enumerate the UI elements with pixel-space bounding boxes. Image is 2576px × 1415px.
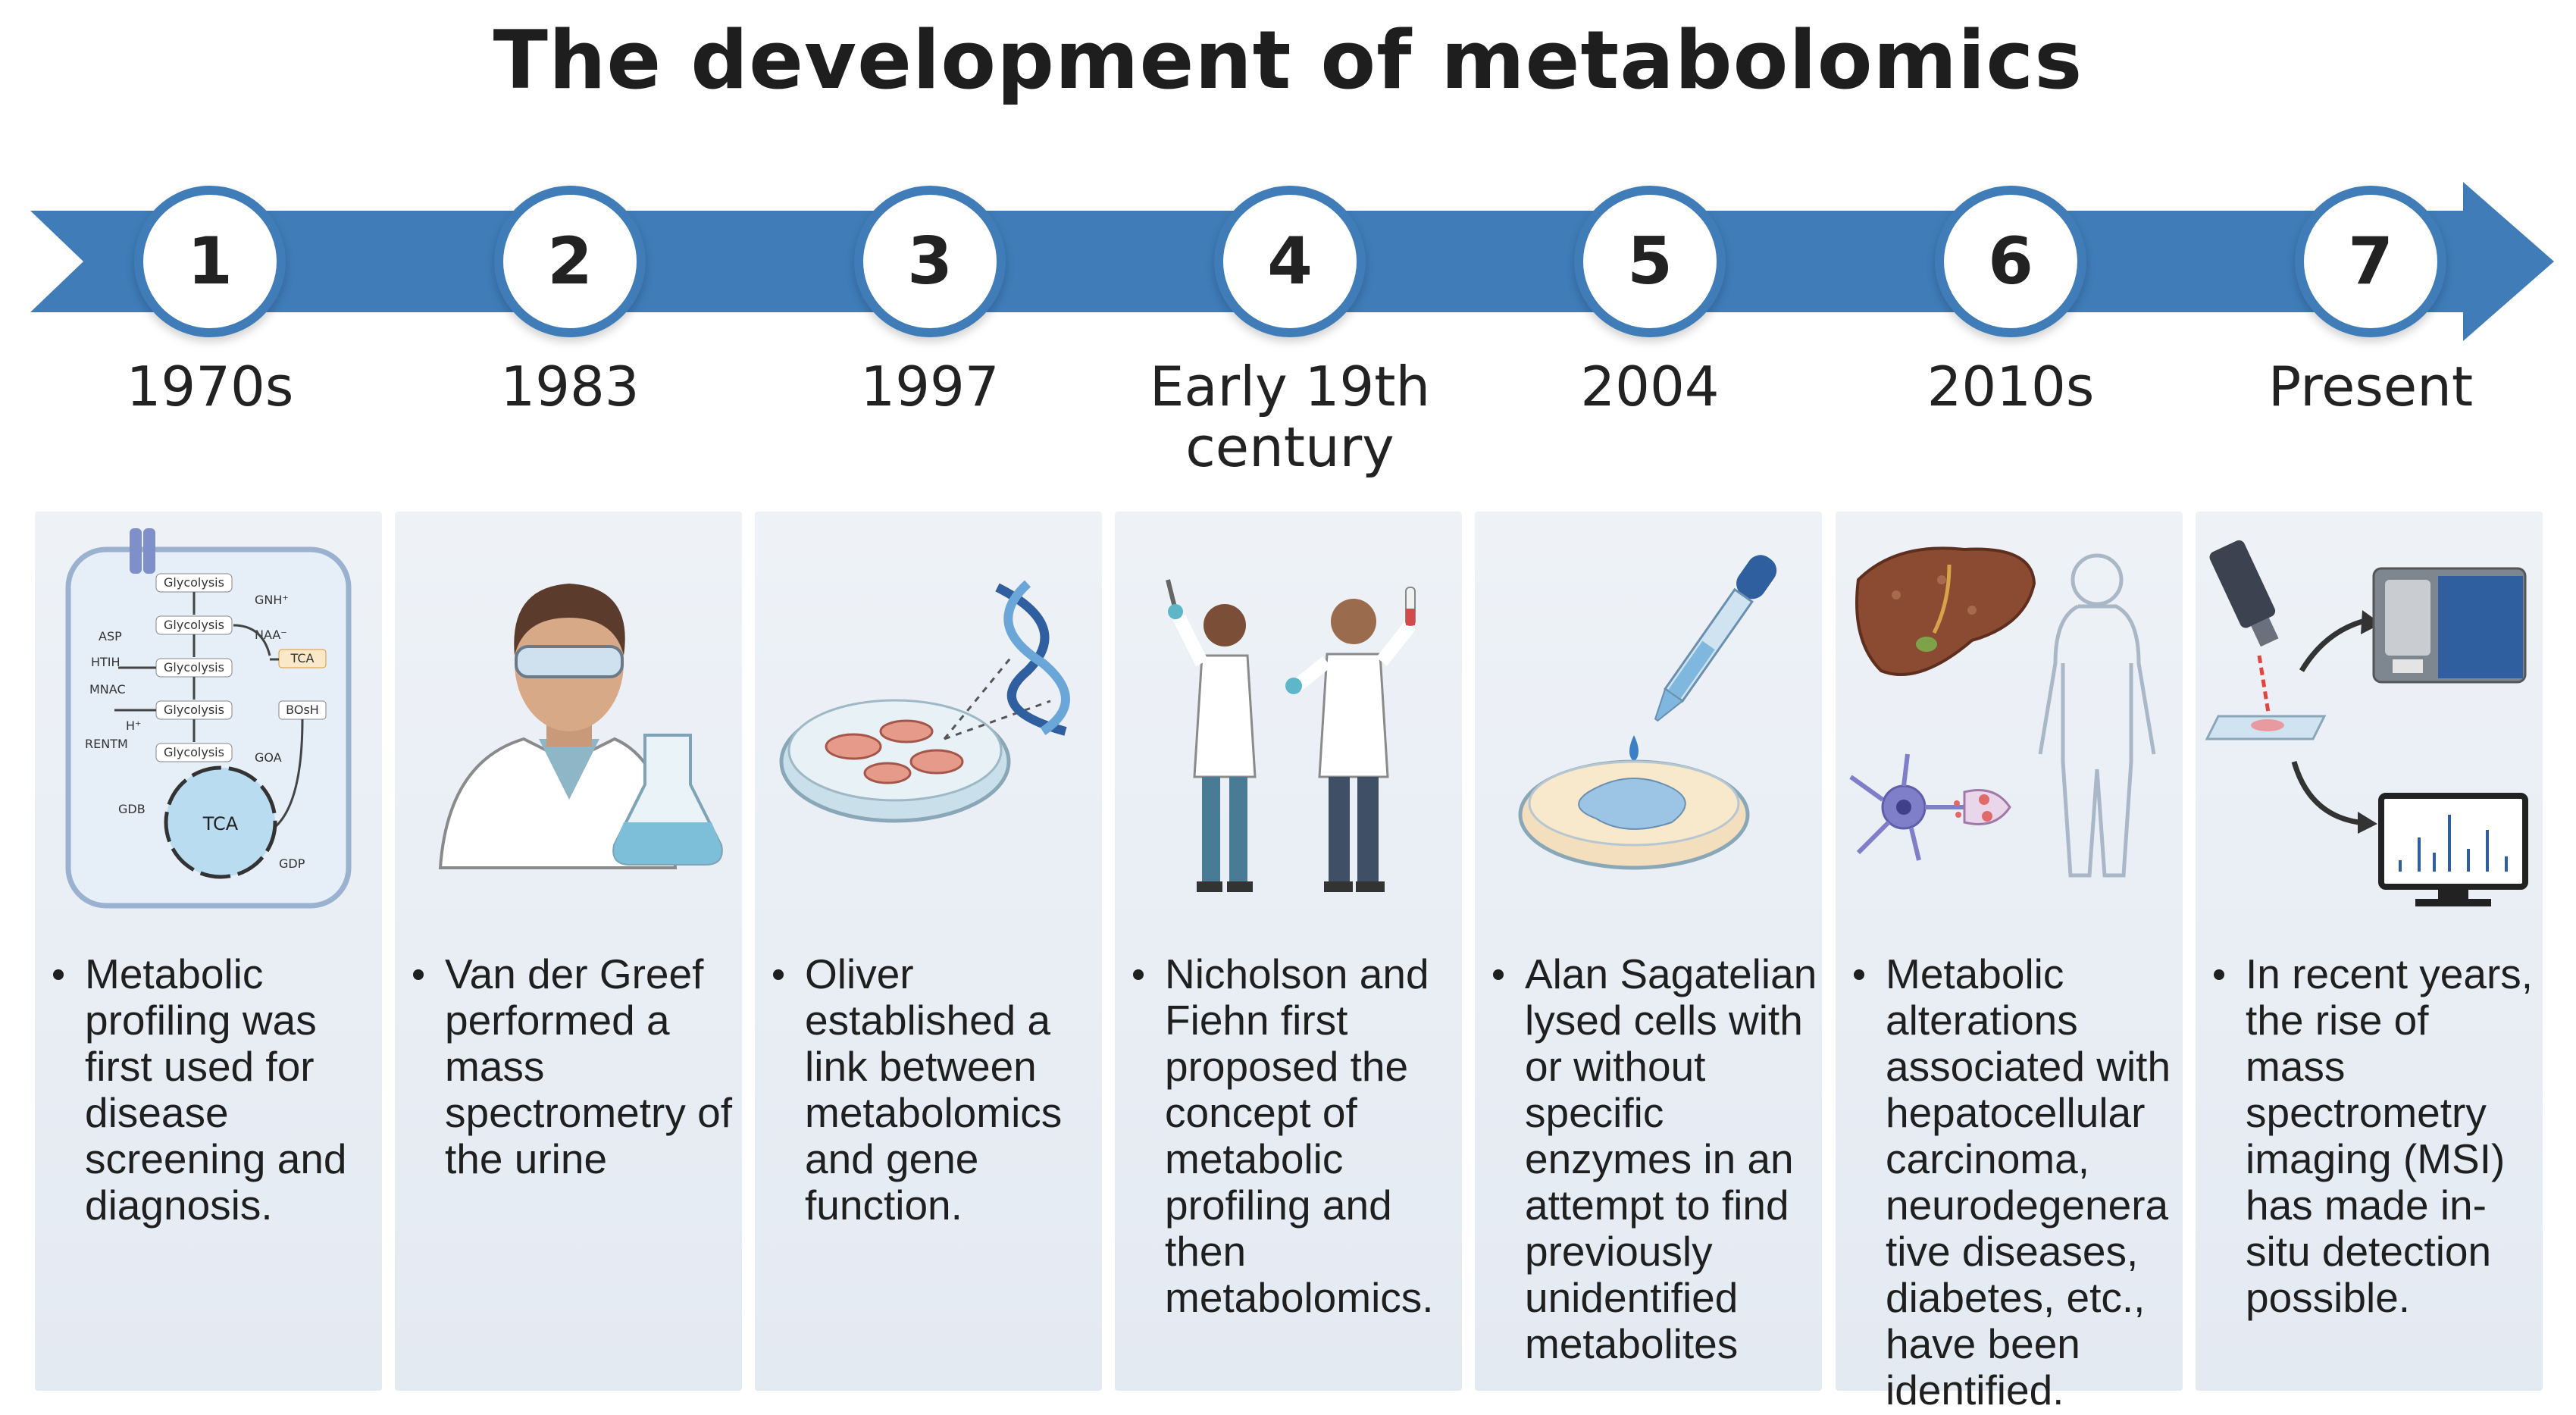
mass-spectrometry-imaging-icon <box>2205 540 2528 906</box>
milestone-period-2: 1983 <box>500 355 640 418</box>
milestone-panel-5: Alan Sagatelian lysed cells with or with… <box>1475 512 1822 1391</box>
milestone-description-5: Alan Sagatelian lysed cells with or with… <box>1485 951 1819 1367</box>
milestone-number-3: 3 <box>854 186 1006 337</box>
milestone-period-5: 2004 <box>1580 355 1720 418</box>
scientist-with-flask-icon <box>438 584 723 869</box>
two-scientists-icon <box>1166 579 1416 892</box>
milestone-description-2: Van der Greef performed a mass spectrome… <box>405 951 739 1182</box>
diagram-label-3: Glycolysis <box>164 618 224 632</box>
diagram-label-1: Glycolysis <box>164 575 224 590</box>
diagram-label-6: Glycolysis <box>164 660 224 675</box>
milestone-panel-7: In recent years, the rise of mass spectr… <box>2196 512 2543 1391</box>
milestone-number-2: 2 <box>494 186 646 337</box>
diagram-label-13: RENTM <box>85 737 128 751</box>
milestone-panel-1: Glycolysis GNH⁺ Glycolysis NAA⁻ ASP Glyc… <box>35 512 382 1391</box>
diagram-label-5: ASP <box>99 629 122 643</box>
milestone-period-1: 1970s <box>126 355 294 418</box>
diagram-label-18: GDP <box>279 856 305 871</box>
milestone-description-6: Metabolic alterations associated with he… <box>1846 951 2180 1413</box>
page-title: The development of metabolomics <box>493 14 2083 107</box>
milestone-period-3: 1997 <box>860 355 1000 418</box>
milestone-panel-2: Van der Greef performed a mass spectrome… <box>395 512 742 1391</box>
milestone-number-7: 7 <box>2295 186 2446 337</box>
diagram-label-17: TCA <box>202 813 239 834</box>
milestone-period-4: Early 19th century <box>1149 355 1431 479</box>
petri-dish-dna-icon <box>779 580 1070 823</box>
milestone-number-4: 4 <box>1214 186 1366 337</box>
diagram-label-16: GDB <box>118 802 146 816</box>
dropper-petri-dish-icon <box>1518 555 1777 870</box>
diagram-label-10: Glycolysis <box>164 703 224 717</box>
milestone-description-7: In recent years, the rise of mass spectr… <box>2206 951 2540 1321</box>
milestone-description-4: Nicholson and Fiehn first proposed the c… <box>1125 951 1459 1321</box>
diagram-label-14: Glycolysis <box>164 745 224 759</box>
milestone-number-6: 6 <box>1935 186 2086 337</box>
diagram-label-9: MNAC <box>89 682 126 697</box>
liver-neuron-body-icon <box>1849 546 2156 878</box>
diagram-label-12: H⁺ <box>126 718 141 733</box>
milestone-panel-4: Nicholson and Fiehn first proposed the c… <box>1115 512 1462 1391</box>
cell-metabolic-pathway-icon: Glycolysis GNH⁺ Glycolysis NAA⁻ ASP Glyc… <box>65 528 352 909</box>
milestone-panel-6: Metabolic alterations associated with he… <box>1836 512 2183 1413</box>
diagram-label-7: TCA <box>290 651 315 665</box>
diagram-label-2: GNH⁺ <box>255 593 289 607</box>
diagram-label-11: BOsH <box>286 703 319 717</box>
diagram-label-8: HTIH <box>91 655 121 669</box>
diagram-label-15: GOA <box>255 750 282 765</box>
milestone-description-1: Metabolic profiling was first used for d… <box>45 951 379 1229</box>
milestone-number-1: 1 <box>134 186 286 337</box>
milestone-number-5: 5 <box>1574 186 1726 337</box>
milestone-period-7: Present <box>2268 355 2474 418</box>
milestone-panel-3: Oliver established a link between metabo… <box>755 512 1102 1391</box>
milestone-description-3: Oliver established a link between metabo… <box>765 951 1099 1229</box>
milestone-period-6: 2010s <box>1927 355 2095 418</box>
